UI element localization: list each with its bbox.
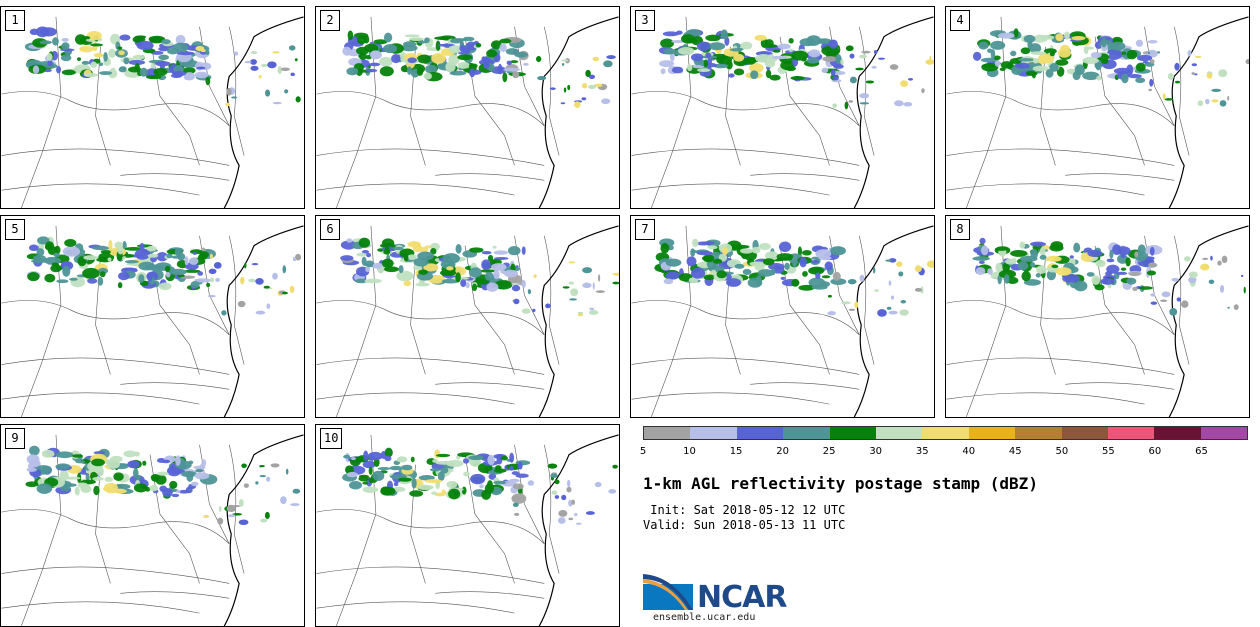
map-svg [1, 225, 304, 417]
map-panel-7: 7 [630, 215, 935, 418]
map-svg [631, 16, 934, 208]
map-svg [631, 225, 934, 417]
map-panel-2: 2 [315, 6, 620, 209]
map-svg [946, 225, 1249, 417]
colorbar-segment [690, 427, 737, 439]
map-svg [316, 16, 619, 208]
init-time: Init: Sat 2018-05-12 12 UTC [643, 503, 846, 517]
logo-url: ensemble.ucar.edu [653, 612, 756, 623]
colorbar-segment [1015, 427, 1062, 439]
panel-number: 6 [320, 219, 340, 240]
map-panel-8: 8 [945, 215, 1250, 418]
colorbar-segment [875, 427, 923, 439]
colorbar-segment [1061, 427, 1108, 439]
ncar-logo-icon [643, 574, 693, 610]
colorbar-tick-label: 15 [729, 446, 743, 457]
panel-number: 4 [950, 10, 970, 31]
colorbar-segment [1200, 427, 1248, 439]
panel-number: 10 [320, 428, 343, 449]
colorbar-tick-label: 45 [1008, 446, 1022, 457]
colorbar-segment [968, 427, 1016, 439]
colorbar-segment [1107, 427, 1155, 439]
colorbar-tick-label: 5 [639, 446, 647, 457]
panel-number: 2 [320, 10, 340, 31]
map-svg [1, 434, 304, 626]
map-panel-9: 9 [0, 424, 305, 627]
colorbar-segment [736, 427, 784, 439]
colorbar-labels: 5 10 15 20 25 30 35 40 45 50 55 60 65 [639, 446, 1248, 460]
map-svg [316, 434, 619, 626]
colorbar-tick-label: 20 [776, 446, 789, 457]
colorbar-tick-label: 55 [1102, 446, 1115, 457]
colorbar-tick-label: 50 [1055, 446, 1069, 457]
panel-number: 5 [5, 219, 25, 240]
logo-wordmark: NCAR [697, 580, 787, 615]
map-svg [1, 16, 304, 208]
colorbar-tick-label: 10 [683, 446, 696, 457]
map-panel-10: 10 [315, 424, 620, 627]
map-svg [316, 225, 619, 417]
reflectivity-colorbar [643, 426, 1248, 440]
valid-time: Valid: Sun 2018-05-13 11 UTC [643, 518, 846, 532]
colorbar-tick-label: 30 [869, 446, 883, 457]
map-panel-6: 6 [315, 215, 620, 418]
colorbar-tick-label: 60 [1148, 446, 1162, 457]
panel-number: 9 [5, 428, 25, 449]
colorbar-segment [783, 427, 830, 439]
map-panel-5: 5 [0, 215, 305, 418]
map-svg [946, 16, 1249, 208]
colorbar-segment [1154, 427, 1201, 439]
colorbar-tick-label: 65 [1195, 446, 1208, 457]
colorbar-tick-label: 40 [962, 446, 976, 457]
colorbar-tick-label: 25 [822, 446, 836, 457]
colorbar-segment [922, 427, 969, 439]
panel-number: 1 [5, 10, 25, 31]
map-panel-1: 1 [0, 6, 305, 209]
colorbar-tick-label: 35 [915, 446, 929, 457]
panel-number: 3 [635, 10, 655, 31]
panel-number: 7 [635, 219, 655, 240]
map-panel-3: 3 [630, 6, 935, 209]
panel-number: 8 [950, 219, 970, 240]
map-panel-4: 4 [945, 6, 1250, 209]
colorbar-segment [644, 427, 691, 439]
chart-title: 1-km AGL reflectivity postage stamp (dBZ… [643, 474, 1038, 493]
colorbar-segment [829, 427, 876, 439]
